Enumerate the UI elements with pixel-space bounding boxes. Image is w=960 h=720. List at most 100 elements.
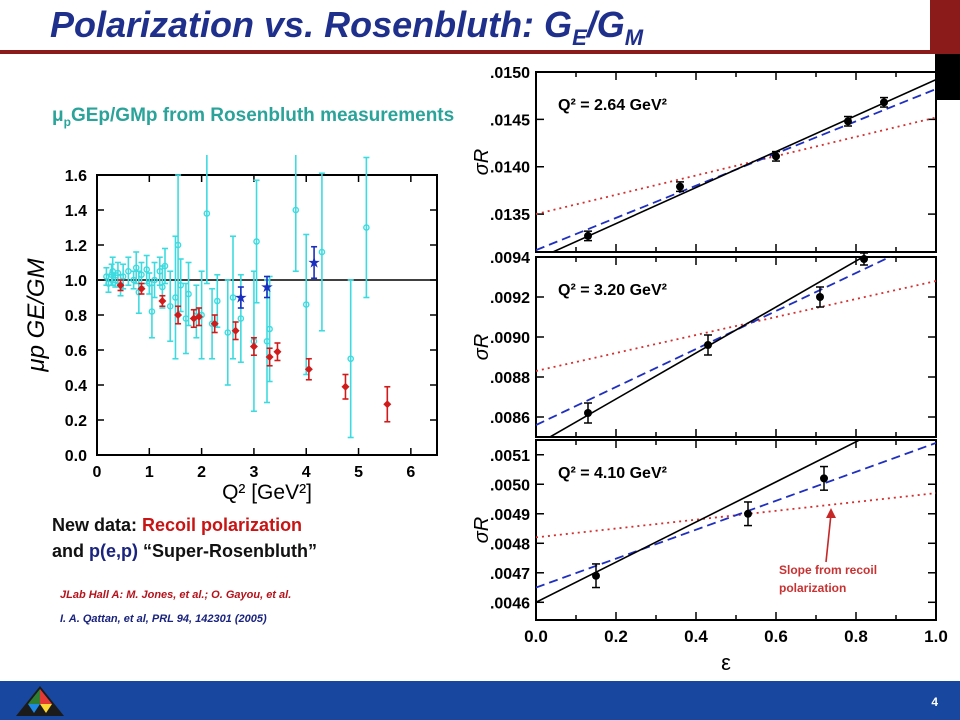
marker [214,297,221,305]
x-tick-label: 0.4 [684,627,708,646]
marker [744,509,752,518]
data-point [231,321,240,341]
data-point [229,235,237,360]
marker [266,325,273,333]
marker [138,271,145,279]
marker [108,271,115,279]
data-point: ★ [307,245,321,280]
marker [347,355,354,363]
marker [273,347,282,356]
footer-bar: 4 [0,681,960,720]
marker [816,293,824,301]
x-tick-label: 3 [249,464,258,481]
marker [224,329,232,336]
data-point [363,156,370,299]
x-tick-label: 5 [354,464,363,481]
data-point [584,402,592,424]
marker [231,326,240,335]
left-chart: 0.0 0.2 0.4 0.6 0.8 1.0 1.2 1.4 1.6 0 1 2 3 4 5 6 ★ ★ ★ Q² … [23,155,438,504]
data-point [148,284,156,339]
y-tick-label: .0046 [490,595,530,612]
marker [844,117,852,126]
data-point [174,305,183,325]
data-point [383,385,392,423]
marker [880,98,888,107]
marker [119,273,127,280]
data-point [195,307,203,327]
y-axis-label: μp GE/GM [23,258,50,372]
marker [114,269,122,277]
marker [158,297,167,305]
left-plot-heading: μpGEp/GMp from Rosenbluth measurements [52,105,455,129]
marker [584,409,592,417]
x-tick-label: 0.0 [524,627,548,646]
marker [159,283,166,291]
y-tick-label: .0090 [490,330,530,347]
recoil-polarization-line [536,280,936,372]
y-tick-label: 0.0 [65,448,87,465]
marker [151,276,158,284]
marker: ★ [234,290,247,307]
marker [318,248,326,256]
marker [302,301,310,308]
marker [265,353,274,361]
data-point [318,172,326,332]
x-axis-label: ε [721,650,731,675]
data-point [292,155,300,273]
corner-decoration [930,0,960,54]
x-tick-label: 1.0 [924,627,948,646]
rosenbluth-fit-line [548,257,865,437]
data-point [151,261,158,299]
page-number: 4 [931,695,938,709]
marker [253,238,260,245]
data-point [584,230,592,242]
marker [592,571,600,580]
data-point [592,563,600,589]
reference-jlab: JLab Hall A: M. Jones, et al.; O. Gayou,… [60,589,292,601]
marker [304,365,313,374]
new-data-text: New data: Recoil polarization and p(e,p)… [52,515,318,561]
data-point [844,115,852,127]
y-tick-label: 0.8 [65,308,87,325]
marker [174,241,182,249]
y-tick-label: .0145 [490,112,530,129]
marker [341,382,350,391]
panel: .0046 .0047 .0048 .0049 .0050 .0051 Q² = 4.10 … [471,439,948,675]
data-point [304,357,313,381]
x-axis-label: Q² [GeV²] [222,481,312,504]
data-point [880,96,888,108]
recoil-polarization-line [536,492,936,539]
data-point [146,272,153,295]
panel-title: Q² = 4.10 GeV² [558,465,667,482]
annotation-arrow [825,513,832,563]
side-decoration [935,54,960,100]
data-point: ★ [260,275,274,299]
marker [249,342,258,351]
data-point [224,279,232,386]
y-tick-label: 1.6 [65,168,87,185]
x-tick-label: 1 [145,464,154,481]
marker [210,319,219,328]
x-tick-label: 0.2 [604,627,628,646]
y-tick-label: .0150 [490,65,530,82]
marker [143,266,150,273]
x-tick-label: 4 [302,464,311,481]
title-rule [0,50,930,54]
marker [174,311,183,319]
y-tick-label: 1.0 [65,273,87,290]
y-tick-label: .0135 [490,207,530,224]
y-axis-label: σR [471,149,493,176]
marker [166,302,174,310]
marker [383,400,392,409]
data-point [273,342,282,362]
y-tick-label: .0050 [490,477,530,494]
marker [292,206,300,214]
fit-lines [536,257,936,437]
data-point [265,347,274,367]
data-point [161,247,169,285]
slope-annotation: Slope from recoil polarization [779,563,878,595]
panel: .0086 .0088 .0090 .0092 .0094 Q² = 3.20 GeV² σ… [471,250,937,438]
y-axis-label: σR [471,334,493,361]
fit-lines [536,440,936,604]
